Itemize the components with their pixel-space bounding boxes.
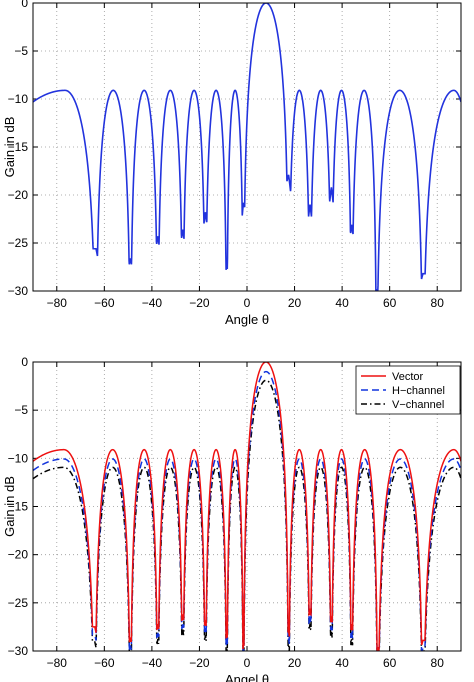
x-tick-label: 40 (335, 296, 349, 310)
legend-label: V−channel (392, 399, 444, 411)
y-tick-label: −25 (8, 596, 29, 610)
plot-frame (32, 361, 462, 652)
x-tick-label: −40 (142, 296, 163, 310)
x-tick-label: 20 (288, 656, 302, 670)
y-axis-label: Gain in dB (2, 117, 17, 178)
x-tick-label: −80 (47, 656, 68, 670)
x-tick-label: 80 (431, 656, 445, 670)
x-tick-label: −60 (94, 656, 115, 670)
legend-label: H−channel (392, 385, 445, 397)
series-line-vector (33, 362, 461, 651)
x-tick-label: −60 (94, 296, 115, 310)
x-tick-label: −80 (47, 296, 68, 310)
y-tick-label: 0 (21, 355, 28, 369)
x-tick-label: 60 (383, 656, 397, 670)
y-tick-label: −20 (8, 188, 29, 202)
y-tick-label: −30 (8, 644, 29, 658)
y-tick-label: 0 (21, 0, 28, 10)
x-tick-label: 80 (431, 296, 445, 310)
plot-frame (32, 2, 462, 292)
y-tick-label: −5 (14, 403, 28, 417)
x-tick-label: 0 (244, 656, 251, 670)
x-tick-label: −40 (142, 656, 163, 670)
y-tick-label: −15 (8, 500, 29, 514)
legend: Vector H−channel V−channel (355, 365, 461, 415)
x-tick-label: 40 (335, 656, 349, 670)
y-tick-label: −10 (8, 451, 29, 465)
x-axis-label: Angel θ (225, 672, 269, 682)
x-tick-label: 20 (288, 296, 302, 310)
series-line (33, 3, 461, 291)
x-axis-label: Angle θ (225, 312, 269, 327)
x-tick-label: −20 (189, 656, 210, 670)
x-tick-label: −20 (189, 296, 210, 310)
chart-panel-1: −80 −60 −40 −20 0 20 40 60 80 0 −5 −10 −15 −20 −25 −30 A… (2, 0, 462, 327)
chart-panel-2: −80 −60 −40 −20 0 20 40 60 80 0 −5 −10 −15 −20 −25 −30 A… (2, 355, 462, 682)
legend-label: Vector (392, 371, 424, 383)
y-axis-label: Gain in dB (2, 476, 17, 537)
y-tick-label: −25 (8, 236, 29, 250)
y-tick-label: −20 (8, 548, 29, 562)
y-tick-label: −5 (14, 44, 28, 58)
y-tick-label: −10 (8, 92, 29, 106)
y-tick-label: −15 (8, 140, 29, 154)
x-tick-label: 0 (244, 296, 251, 310)
series-line-v-channel (33, 379, 461, 651)
y-tick-label: −30 (8, 284, 29, 298)
x-tick-label: 60 (383, 296, 397, 310)
